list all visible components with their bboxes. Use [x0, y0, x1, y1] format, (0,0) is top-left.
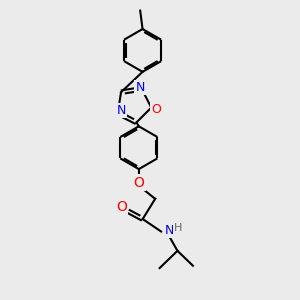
- Text: O: O: [134, 176, 144, 190]
- Text: O: O: [116, 200, 127, 214]
- Text: O: O: [151, 103, 161, 116]
- Text: H: H: [174, 223, 182, 233]
- Text: N: N: [136, 81, 145, 94]
- Text: N: N: [165, 224, 174, 237]
- Text: N: N: [117, 104, 126, 117]
